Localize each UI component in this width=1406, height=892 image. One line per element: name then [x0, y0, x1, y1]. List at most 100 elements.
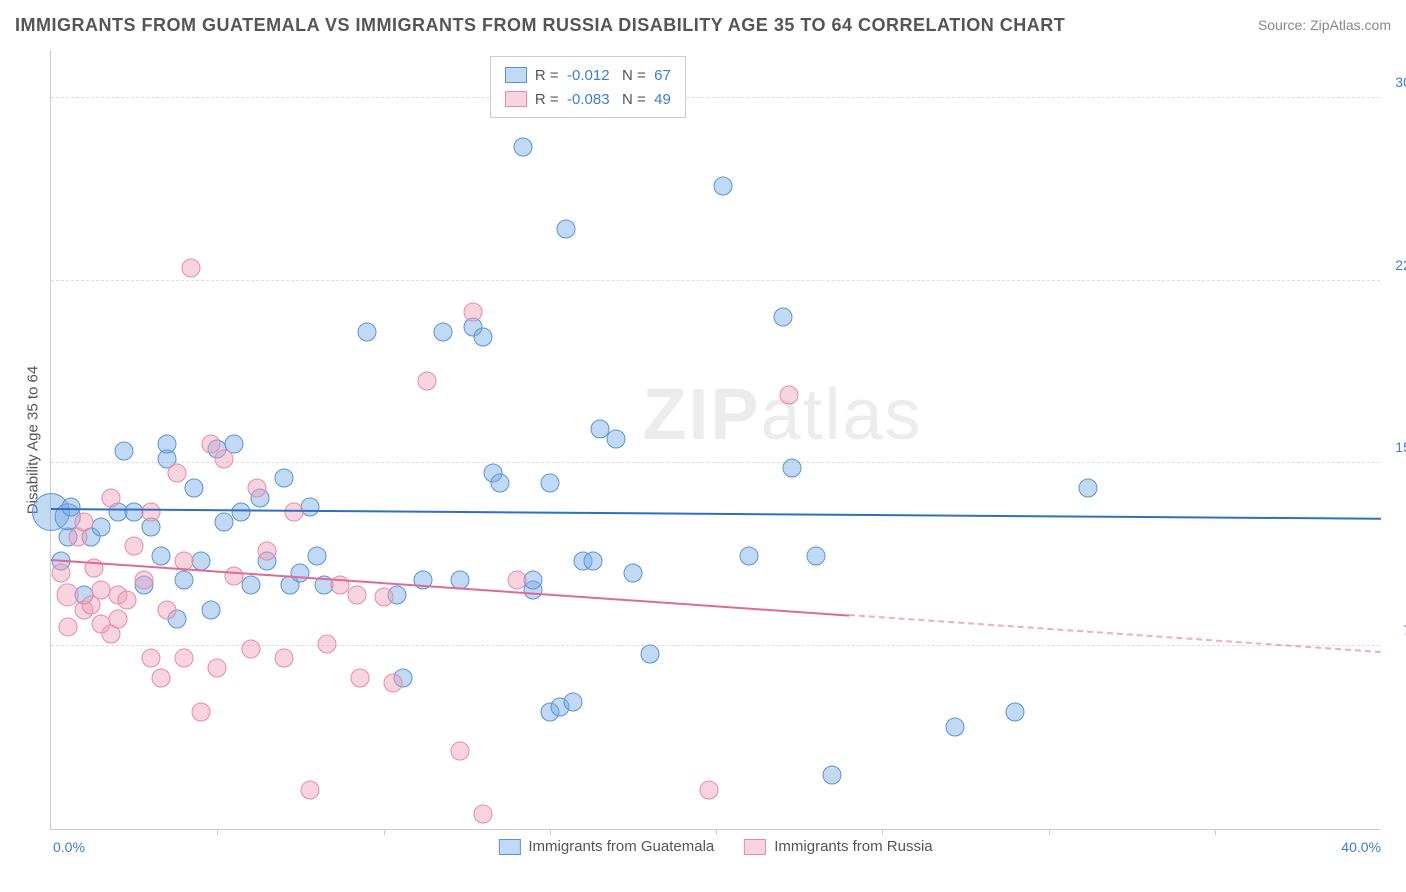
scatter-marker-russia — [101, 488, 120, 507]
scatter-marker-russia — [118, 590, 137, 609]
scatter-marker-russia — [214, 449, 233, 468]
y-tick-label: 22.5% — [1395, 257, 1406, 273]
plot-region: 7.5%15.0%22.5%30.0%0.0%40.0%ZIPatlasR = … — [51, 50, 1380, 829]
scatter-marker-guatemala — [241, 576, 260, 595]
series-label: Immigrants from Russia — [774, 838, 932, 855]
legend-r-label: R = -0.012 N = 67 — [535, 67, 671, 84]
scatter-marker-guatemala — [607, 430, 626, 449]
scatter-marker-russia — [108, 610, 127, 629]
scatter-marker-russia — [56, 584, 79, 607]
legend-swatch — [498, 839, 520, 855]
gridline — [51, 97, 1380, 98]
scatter-marker-guatemala — [740, 547, 759, 566]
scatter-marker-russia — [51, 564, 70, 583]
scatter-marker-russia — [351, 668, 370, 687]
scatter-marker-russia — [780, 386, 799, 405]
scatter-marker-guatemala — [151, 547, 170, 566]
scatter-marker-guatemala — [474, 327, 493, 346]
gridline — [51, 462, 1380, 463]
scatter-marker-guatemala — [308, 547, 327, 566]
scatter-marker-guatemala — [823, 766, 842, 785]
scatter-marker-russia — [181, 259, 200, 278]
x-tick — [882, 829, 883, 835]
scatter-marker-guatemala — [201, 600, 220, 619]
scatter-marker-guatemala — [291, 564, 310, 583]
scatter-marker-russia — [258, 542, 277, 561]
scatter-marker-guatemala — [640, 644, 659, 663]
scatter-marker-russia — [374, 588, 393, 607]
x-tick — [1215, 829, 1216, 835]
x-tick — [716, 829, 717, 835]
series-legend-item-guatemala: Immigrants from Guatemala — [498, 838, 714, 855]
scatter-marker-guatemala — [191, 551, 210, 570]
scatter-marker-russia — [135, 571, 154, 590]
scatter-marker-russia — [151, 668, 170, 687]
x-tick-label: 0.0% — [53, 839, 85, 855]
scatter-marker-guatemala — [91, 517, 110, 536]
chart-source: Source: ZipAtlas.com — [1258, 17, 1391, 33]
scatter-marker-guatemala — [783, 459, 802, 478]
legend-row-russia: R = -0.083 N = 49 — [505, 87, 671, 111]
scatter-marker-russia — [141, 503, 160, 522]
scatter-marker-russia — [175, 649, 194, 668]
correlation-legend: R = -0.012 N = 67 R = -0.083 N = 49 — [490, 56, 686, 118]
chart-header: IMMIGRANTS FROM GUATEMALA VS IMMIGRANTS … — [15, 10, 1391, 40]
scatter-marker-russia — [58, 617, 77, 636]
x-tick — [550, 829, 551, 835]
scatter-marker-guatemala — [184, 478, 203, 497]
scatter-marker-russia — [450, 742, 469, 761]
scatter-marker-russia — [317, 634, 336, 653]
scatter-marker-russia — [224, 566, 243, 585]
scatter-marker-russia — [158, 600, 177, 619]
scatter-marker-guatemala — [175, 571, 194, 590]
legend-swatch — [505, 67, 527, 83]
scatter-marker-guatemala — [557, 220, 576, 239]
scatter-marker-guatemala — [564, 693, 583, 712]
scatter-marker-guatemala — [623, 564, 642, 583]
scatter-marker-russia — [141, 649, 160, 668]
scatter-marker-russia — [507, 571, 526, 590]
x-tick — [217, 829, 218, 835]
scatter-marker-russia — [384, 673, 403, 692]
scatter-marker-russia — [168, 464, 187, 483]
trend-line — [51, 508, 1381, 520]
scatter-marker-russia — [417, 371, 436, 390]
scatter-marker-russia — [125, 537, 144, 556]
scatter-marker-russia — [347, 586, 366, 605]
chart-title: IMMIGRANTS FROM GUATEMALA VS IMMIGRANTS … — [15, 15, 1065, 36]
scatter-marker-guatemala — [158, 434, 177, 453]
y-tick-label: 15.0% — [1395, 439, 1406, 455]
scatter-marker-guatemala — [773, 308, 792, 327]
gridline — [51, 280, 1380, 281]
scatter-marker-russia — [208, 659, 227, 678]
series-legend-item-russia: Immigrants from Russia — [744, 838, 932, 855]
scatter-marker-guatemala — [1079, 478, 1098, 497]
scatter-marker-guatemala — [274, 469, 293, 488]
scatter-marker-russia — [474, 805, 493, 824]
scatter-marker-guatemala — [946, 717, 965, 736]
scatter-marker-guatemala — [434, 322, 453, 341]
scatter-marker-guatemala — [540, 473, 559, 492]
legend-swatch — [744, 839, 766, 855]
source-name: ZipAtlas.com — [1310, 17, 1391, 33]
scatter-marker-guatemala — [490, 473, 509, 492]
legend-swatch — [505, 91, 527, 107]
scatter-marker-guatemala — [514, 137, 533, 156]
scatter-marker-guatemala — [357, 322, 376, 341]
scatter-marker-guatemala — [713, 176, 732, 195]
scatter-marker-russia — [464, 303, 483, 322]
y-axis-title: Disability Age 35 to 64 — [25, 365, 42, 513]
scatter-marker-guatemala — [115, 442, 134, 461]
source-prefix: Source: — [1258, 17, 1310, 33]
watermark: ZIPatlas — [642, 374, 922, 456]
trend-line — [849, 614, 1381, 653]
x-tick — [384, 829, 385, 835]
scatter-marker-russia — [284, 503, 303, 522]
series-label: Immigrants from Guatemala — [528, 838, 714, 855]
scatter-marker-russia — [75, 512, 94, 531]
scatter-marker-guatemala — [214, 512, 233, 531]
legend-r-label: R = -0.083 N = 49 — [535, 91, 671, 108]
scatter-marker-guatemala — [583, 551, 602, 570]
series-legend: Immigrants from Guatemala Immigrants from… — [498, 838, 932, 855]
scatter-marker-guatemala — [301, 498, 320, 517]
